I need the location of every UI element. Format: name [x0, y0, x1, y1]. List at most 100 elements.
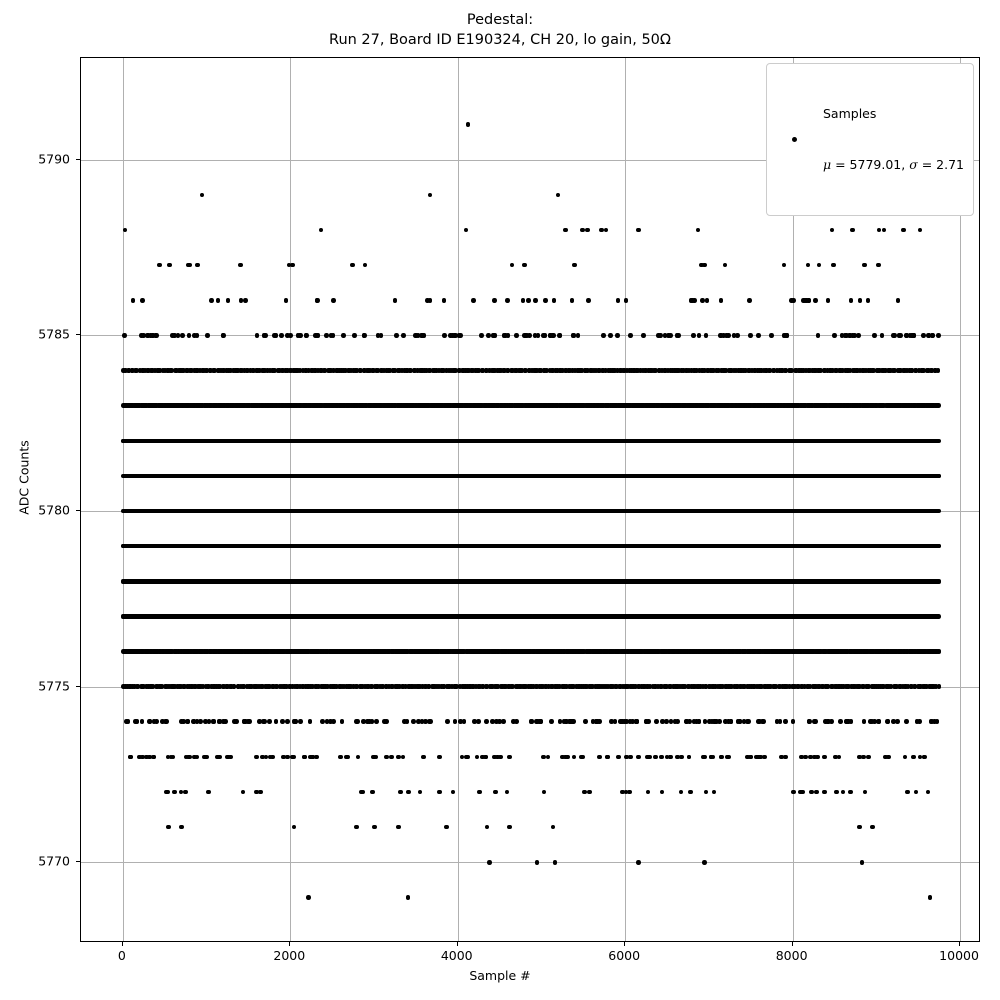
scatter-point	[212, 368, 217, 373]
scatter-point	[460, 368, 466, 373]
scatter-point	[331, 368, 336, 373]
scatter-point	[221, 333, 226, 338]
scatter-point	[427, 368, 433, 373]
scatter-point	[891, 333, 896, 338]
scatter-point	[748, 333, 753, 338]
scatter-point	[392, 298, 398, 303]
scatter-point	[557, 333, 563, 338]
scatter-point	[215, 298, 221, 303]
scatter-point	[790, 298, 796, 303]
scatter-point	[926, 368, 931, 373]
scatter-point	[286, 262, 292, 268]
scatter-point	[547, 368, 553, 373]
scatter-point	[615, 298, 621, 303]
scatter-point	[696, 333, 702, 338]
scatter-point	[242, 368, 247, 373]
scatter-point	[881, 368, 886, 373]
scatter-point	[169, 368, 174, 373]
scatter-point	[362, 262, 368, 268]
scatter-point	[427, 298, 433, 303]
scatter-point	[569, 298, 575, 303]
scatter-point	[783, 368, 789, 373]
scatter-point	[624, 368, 630, 373]
scatter-point	[134, 368, 139, 373]
scatter-point	[691, 333, 696, 338]
scatter-point	[514, 333, 519, 338]
scatter-point	[702, 368, 707, 373]
y-gridline	[81, 159, 979, 161]
scatter-point	[157, 262, 163, 268]
scatter-point	[872, 333, 877, 338]
scatter-point	[342, 368, 348, 373]
scatter-point	[917, 227, 923, 233]
scatter-point	[424, 368, 429, 373]
scatter-point	[871, 368, 876, 373]
scatter-point	[130, 368, 135, 373]
scatter-point	[825, 298, 831, 303]
scatter-point	[354, 368, 360, 373]
scatter-point	[731, 333, 737, 338]
scatter-point	[665, 368, 671, 373]
scatter-point	[381, 368, 387, 373]
scatter-point	[442, 333, 447, 338]
scatter-point	[929, 368, 935, 373]
scatter-point	[318, 227, 324, 233]
scatter-point	[585, 227, 591, 233]
scatter-point	[935, 403, 941, 408]
scatter-point	[315, 368, 321, 373]
scatter-point	[921, 333, 926, 338]
scatter-point	[375, 333, 381, 338]
scatter-point	[560, 368, 565, 373]
scatter-point	[288, 333, 293, 338]
scatter-point	[262, 368, 268, 373]
scatter-point	[318, 368, 324, 373]
scatter-point	[628, 333, 633, 338]
scatter-point	[126, 368, 132, 373]
scatter-point	[580, 227, 585, 233]
scatter-point	[703, 333, 709, 338]
scatter-point	[816, 262, 822, 268]
scatter-point	[847, 333, 853, 338]
scatter-point	[555, 368, 560, 373]
scatter-point	[480, 368, 486, 373]
scatter-point	[843, 368, 848, 373]
scatter-point	[346, 368, 352, 373]
scatter-point	[831, 262, 836, 268]
scatter-point	[913, 368, 919, 373]
scatter-point	[441, 368, 446, 373]
scatter-point	[603, 227, 609, 233]
scatter-point	[170, 333, 175, 338]
scatter-point	[285, 333, 290, 338]
scatter-point	[697, 368, 702, 373]
scatter-point	[185, 262, 191, 268]
scatter-point	[721, 333, 726, 338]
scatter-point	[861, 262, 867, 268]
scatter-point	[466, 368, 472, 373]
scatter-point	[194, 333, 200, 338]
scatter-point	[896, 333, 902, 338]
scatter-point	[638, 368, 643, 373]
scatter-point	[505, 298, 510, 303]
scatter-point	[741, 368, 746, 373]
scatter-point	[865, 298, 871, 303]
scatter-point	[393, 333, 399, 338]
x-gridline	[960, 58, 962, 941]
scatter-point	[623, 298, 629, 303]
scatter-point	[465, 122, 471, 128]
scatter-point	[856, 333, 861, 338]
scatter-point	[421, 333, 427, 338]
scatter-point	[704, 298, 710, 303]
scatter-point	[534, 368, 540, 373]
scatter-point	[392, 368, 398, 373]
scatter-point	[895, 298, 901, 303]
scatter-point	[829, 227, 835, 233]
scatter-point	[174, 368, 179, 373]
scatter-point	[593, 368, 599, 373]
scatter-point	[641, 333, 646, 338]
scatter-point	[456, 333, 462, 338]
scatter-point	[510, 368, 515, 373]
scatter-point	[527, 333, 532, 338]
x-gridline	[122, 58, 124, 941]
scatter-point	[279, 333, 284, 338]
